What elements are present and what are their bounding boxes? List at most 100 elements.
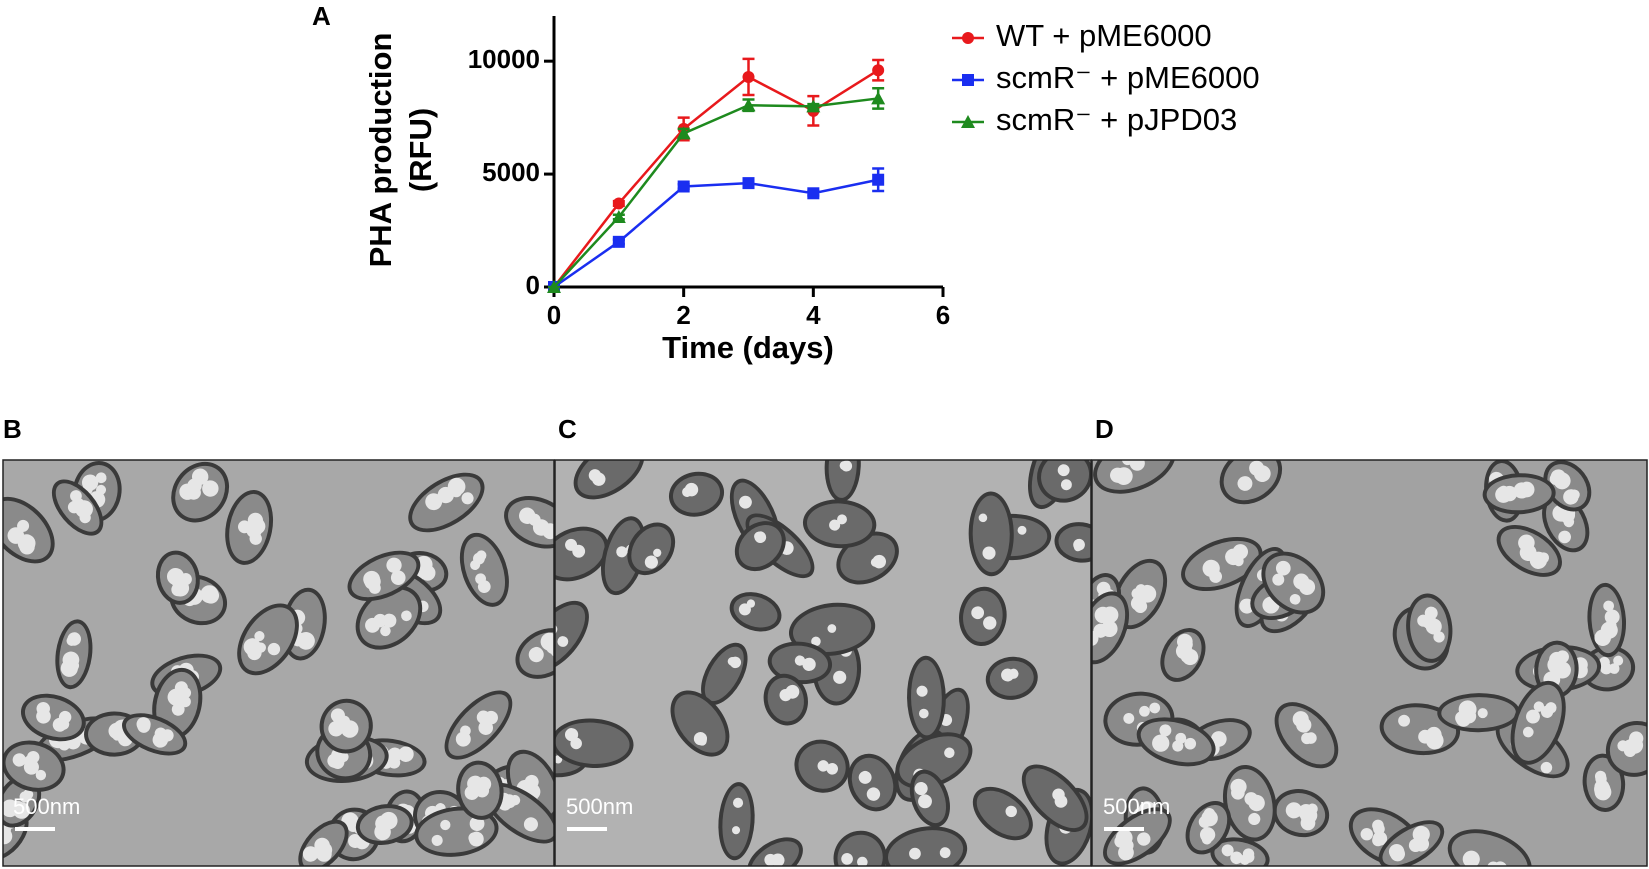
cell <box>573 460 645 500</box>
granule <box>811 636 821 647</box>
cell <box>802 499 877 549</box>
micrograph <box>2 459 555 867</box>
granule <box>478 720 494 735</box>
cell-body <box>722 786 751 857</box>
cell <box>555 600 589 673</box>
granule <box>249 518 266 535</box>
granule <box>1005 805 1017 818</box>
granule <box>914 782 928 796</box>
granule <box>1422 614 1437 630</box>
granule <box>983 616 997 630</box>
cell <box>788 602 876 656</box>
cell-body <box>887 830 964 866</box>
marker <box>612 197 625 210</box>
granule <box>1307 803 1318 815</box>
granule <box>528 647 544 663</box>
cell-body <box>911 659 942 736</box>
cell <box>1510 680 1566 765</box>
granule <box>1413 836 1430 852</box>
granule <box>1462 850 1480 866</box>
cell <box>155 550 200 605</box>
cell <box>444 690 513 760</box>
granule <box>872 554 887 569</box>
cell <box>747 837 803 866</box>
granule <box>171 702 185 716</box>
cell <box>1437 693 1520 733</box>
cell-body <box>631 526 672 572</box>
granule <box>17 534 36 553</box>
granule <box>1060 479 1072 491</box>
granule <box>837 514 847 525</box>
granule <box>1292 711 1309 728</box>
granule <box>858 770 872 784</box>
granule <box>1275 560 1291 576</box>
marker <box>612 235 625 248</box>
cell <box>555 526 609 582</box>
cell <box>1272 789 1330 838</box>
cell <box>1274 702 1339 769</box>
granule <box>944 747 955 759</box>
granule <box>1605 620 1617 632</box>
granule <box>1248 812 1261 826</box>
cell <box>169 574 228 626</box>
granule <box>1285 802 1302 819</box>
cell <box>1219 460 1283 505</box>
cell <box>884 826 968 866</box>
micrograph-border <box>1091 459 1648 867</box>
granule <box>1221 844 1234 857</box>
granule <box>202 480 219 497</box>
granule <box>1600 662 1612 675</box>
granule <box>682 486 693 497</box>
cell <box>1261 551 1326 615</box>
marker <box>742 177 755 190</box>
cell <box>972 786 1033 841</box>
cell <box>668 471 725 517</box>
granule <box>1073 543 1083 552</box>
granule <box>1373 823 1385 835</box>
granule <box>171 583 185 597</box>
granule <box>302 846 319 862</box>
cell <box>968 491 1014 577</box>
granule <box>693 732 708 746</box>
granule <box>866 787 881 801</box>
cell <box>51 479 104 536</box>
granule <box>1152 734 1170 752</box>
granule <box>161 729 174 742</box>
granule <box>785 684 800 699</box>
granule <box>254 631 265 642</box>
granule <box>1594 781 1611 798</box>
cell <box>824 460 861 502</box>
cell <box>1054 522 1091 563</box>
scale-bar-label: 500nm <box>566 794 633 819</box>
cell-body <box>851 757 894 808</box>
granule <box>1184 737 1197 750</box>
granule <box>200 585 219 604</box>
micrograph-border <box>554 459 1092 867</box>
granule <box>1569 489 1580 500</box>
cell <box>355 804 414 845</box>
granule <box>1057 464 1070 477</box>
panel-label: B <box>3 414 22 444</box>
cell <box>456 760 504 820</box>
granule <box>939 847 951 859</box>
marker <box>547 280 561 293</box>
micrograph-border <box>2 459 555 867</box>
granule <box>1237 476 1253 491</box>
cell <box>171 461 230 523</box>
granule <box>267 642 281 656</box>
granule <box>826 763 838 775</box>
cell <box>504 496 554 549</box>
marker <box>611 209 626 223</box>
cell <box>237 603 299 676</box>
cell <box>55 619 93 690</box>
y-axis-label: PHA production <box>363 33 398 268</box>
granule <box>592 472 606 486</box>
granule <box>909 847 921 860</box>
granule <box>476 550 487 561</box>
granule <box>12 753 27 767</box>
cell <box>847 753 898 812</box>
granule <box>918 708 929 719</box>
granule <box>95 472 107 484</box>
cell <box>298 819 349 866</box>
